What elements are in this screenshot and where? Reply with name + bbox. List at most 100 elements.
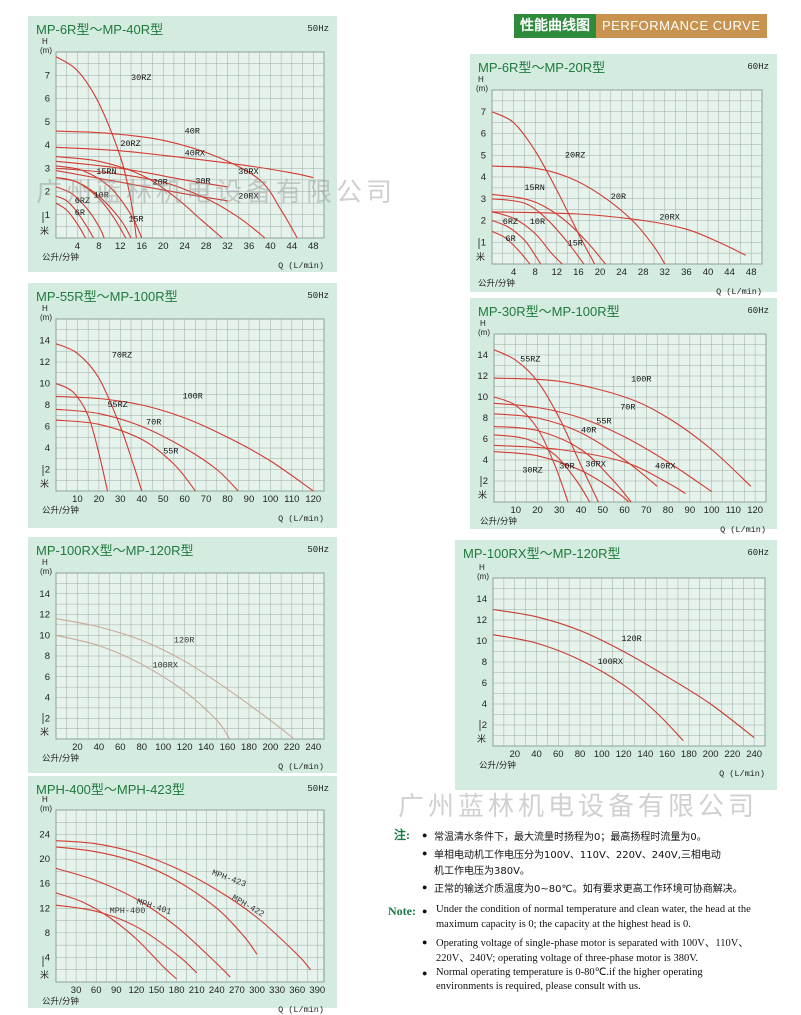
series-label: 30RZ [131,73,151,83]
x-tick-label: 20 [532,505,543,516]
y-tick-label: 4 [481,172,486,183]
notes-label-en: Note: [388,904,416,918]
series-label: MPH-400 [110,906,146,916]
x-tick-label: 36 [681,267,692,278]
series-line-55r [493,413,658,487]
x-tick-label: 40 [265,241,276,252]
x-tick-label: 220 [284,742,300,753]
series-label: 20RZ [565,150,585,160]
y-tick-label: 10 [39,630,50,641]
x-tick-label: 36 [244,241,255,252]
y-tick-label: 3 [45,163,50,174]
x-tick-label: 100 [262,494,278,505]
x-axis-label-cn: 公升/分钟 [480,516,517,527]
chart-svg: 4 8 12 16 20 24 28 32 36 40 44 481234567H(m)米公升/分钟Q… [476,75,763,297]
section-header: 性能曲线图 PERFORMANCE CURVE [514,14,767,38]
y-tick-label: 8 [483,413,488,424]
x-tick-label: 8 [96,241,101,252]
note-en-line: Operating voltage of single-phase motor … [436,938,749,949]
frequency-label: 50Hz [307,784,329,794]
chart-title: MP-6R型～MP-20R型 [478,60,606,75]
note-cn-line: 常温清水条件下，最大流量时扬程为0；最高扬程时流量为0。 [434,832,707,843]
series-line-6rz [55,195,94,239]
watermark: 广州蓝林机电设备有限公司 [36,178,397,208]
x-axis-label: Q (L/min) [278,1005,324,1015]
x-axis-label: Q (L/min) [278,514,324,524]
x-tick-label: 140 [198,742,214,753]
series-line-70r [493,402,712,492]
series-line-20rz [491,111,596,265]
x-tick-label: 28 [638,267,649,278]
series-label: 20RX [659,212,679,222]
chart-panel-mp6r-40r-50hz: MP-6R型～MP-40R型 50Hz 4 8 12 16 20 24 28 32 36 40 44 48… [28,16,337,272]
chart-panel-mp55r-100r-50hz: MP-55R型～MP-100R型 50Hz 10 20 30 40 50 60 70 80 90 10… [28,283,337,528]
x-tick-label: 210 [189,985,205,996]
x-tick-label: 90 [685,505,696,516]
x-tick-label: 40 [94,742,105,753]
series-line-15r [55,177,127,239]
x-tick-label: 44 [724,267,735,278]
x-tick-label: 50 [158,494,169,505]
y-axis-unit: (m) [40,313,52,322]
y-axis-unit: (m) [40,46,52,55]
chart-title: MP-55R型～MP-100R型 [36,289,178,304]
series-line-40r [55,130,298,239]
x-tick-label: 240 [746,749,762,760]
x-axis-label-cn: 公升/分钟 [42,505,79,516]
note-en-line: Under the condition of normal temperatur… [436,904,751,915]
series-line-30rx [55,160,228,188]
x-tick-label: 220 [724,749,740,760]
chart-panel-mph400-423-50hz: MPH-400型～MPH-423型 50Hz 30 60 90 120 150 180 210 2… [28,776,337,1015]
y-axis-label: H [42,795,48,804]
y-tick-label: 1 [481,237,486,248]
y-tick-label: 14 [477,350,488,361]
x-tick-label: 240 [305,742,321,753]
x-tick-label: 200 [262,742,278,753]
x-tick-label: 110 [284,494,299,505]
x-tick-label: 50 [598,505,609,516]
y-tick-label: 6 [481,129,486,140]
series-line-20rz [55,156,223,239]
chart-title: MP-30R型～MP-100R型 [478,304,620,319]
x-axis-label-cn: 公升/分钟 [478,278,515,289]
series-label: 20R [152,178,167,188]
chart-panel-mp30r-100r-60hz: MP-30R型～MP-100R型 60Hz 10 20 30 40 50 60 70 80 90 10… [470,298,777,535]
y-axis-label: H [478,75,484,84]
y-axis-unit: (m) [40,804,52,813]
y-tick-label: 2 [45,187,50,198]
series-label: 30RX [585,459,605,469]
series-label: 100RX [597,657,623,667]
x-tick-label: 10 [72,494,83,505]
y-axis-unit: (m) [478,328,490,337]
x-tick-label: 90 [111,985,122,996]
y-axis-label-cn: 米 [40,726,49,738]
x-tick-label: 40 [576,505,587,516]
series-line-15rn [491,193,606,265]
x-axis-label: Q (L/min) [719,769,765,779]
x-tick-label: 30 [554,505,565,516]
x-tick-label: 8 [533,267,538,278]
x-tick-label: 390 [309,985,325,996]
y-tick-label: 10 [39,379,50,390]
series-label: 40R [581,426,596,436]
series-label: 55R [163,446,178,456]
x-tick-label: 330 [269,985,285,996]
y-tick-label: 7 [45,70,50,81]
series-label: 70R [620,403,635,413]
series-line-120r [492,608,755,739]
x-tick-label: 24 [616,267,627,278]
y-tick-label: 12 [39,357,50,368]
series-line-100r [55,395,314,492]
watermark-lower: 广州蓝林机电设备有限公司 [398,792,759,822]
x-tick-label: 16 [573,267,584,278]
x-tick-label: 10 [510,505,521,516]
series-line-55rz [493,349,599,503]
x-tick-label: 60 [619,505,630,516]
x-tick-label: 48 [308,241,319,252]
bullet-icon: ● [422,937,428,947]
series-label: 40RX [655,461,675,471]
y-tick-label: 1 [45,210,50,221]
x-tick-label: 120 [128,985,144,996]
series-label: 100RX [152,660,178,670]
y-tick-label: 6 [45,422,50,433]
